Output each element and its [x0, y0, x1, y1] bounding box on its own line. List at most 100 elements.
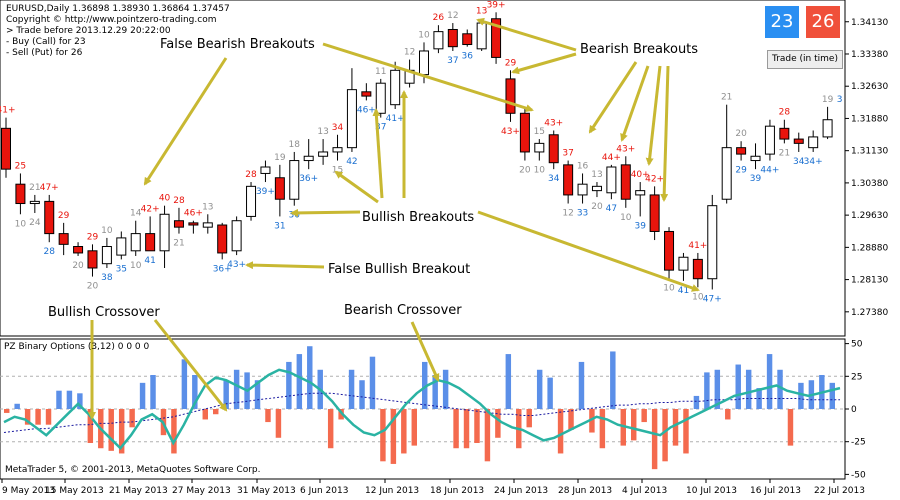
histogram-bar-down	[401, 409, 407, 454]
bull-candle	[130, 233, 141, 252]
bull-candle	[606, 166, 617, 194]
histogram-bar-up	[693, 395, 700, 409]
histogram-bar-down	[568, 409, 574, 430]
histogram-bar-down	[589, 409, 595, 433]
level-label: 13	[476, 7, 487, 17]
annotation-arrow	[620, 65, 650, 142]
level-label: 39	[750, 174, 762, 184]
histogram-bar-up	[798, 382, 804, 409]
histogram-bar-down	[202, 409, 208, 420]
trade-button[interactable]: Trade (in time)	[767, 50, 843, 69]
level-label: 28	[245, 170, 257, 180]
bear-candle	[779, 127, 790, 140]
price-tick-label: 1.28880	[851, 243, 888, 253]
level-label: 33	[577, 209, 588, 219]
level-labels-layer: 41+2510212447+2829202920103835141042+414…	[0, 0, 842, 304]
annotation-arrow	[511, 52, 577, 75]
annotation-arrow	[290, 208, 361, 217]
bull-candle	[433, 31, 444, 50]
level-label: 46+	[357, 105, 376, 115]
time-tick-label: 6 Jun 2013	[300, 486, 348, 496]
bear-candle	[274, 177, 285, 200]
level-label: 34+	[804, 157, 823, 167]
level-label: 13	[202, 202, 213, 212]
bull-candle	[260, 166, 271, 174]
level-label: 29	[505, 58, 517, 68]
level-label: 40+	[631, 170, 650, 180]
time-tick-label: 9 May 2013	[2, 486, 55, 496]
histogram-bar-up	[254, 380, 261, 409]
level-label: 29	[87, 232, 99, 242]
level-label: 43+	[616, 144, 635, 154]
histogram-bar-down	[265, 409, 271, 423]
histogram-bar-up	[233, 369, 240, 409]
time-tick-label: 24 Jun 2013	[494, 486, 548, 496]
histogram-bar-down	[4, 409, 10, 413]
level-label: 21	[29, 183, 40, 193]
signal-average-line	[3, 392, 840, 433]
histogram-bar-up	[829, 382, 835, 409]
histogram-bar-down	[327, 409, 334, 449]
level-label: 20	[72, 261, 84, 271]
bull-candle	[375, 82, 386, 114]
level-label: 21	[721, 93, 732, 103]
level-label: 44+	[602, 153, 621, 163]
level-label: 20	[87, 282, 99, 292]
level-label: 42+	[141, 204, 160, 214]
histogram-bar-down	[275, 409, 282, 438]
time-tick-label: 4 Jul 2013	[622, 486, 667, 496]
level-label: 14	[130, 209, 142, 219]
bull-candle	[318, 151, 329, 157]
level-label: 3	[837, 95, 843, 105]
bull-candle	[822, 119, 833, 138]
level-label: 21	[173, 239, 184, 249]
histogram-bar-down	[35, 409, 41, 425]
level-label: 43+	[501, 127, 520, 137]
histogram-bar-down	[641, 409, 647, 423]
histogram-bar-up	[150, 375, 156, 409]
bear-candle	[145, 233, 156, 252]
bear-candle	[173, 220, 184, 228]
time-tick-label: 27 May 2013	[172, 486, 231, 496]
price-tick-label: 1.34130	[851, 18, 888, 28]
level-label: 41+	[386, 114, 405, 124]
bull-candle	[303, 155, 314, 162]
histogram-bar-down	[108, 409, 114, 451]
level-label: 39+	[256, 187, 275, 197]
level-label: 37	[375, 123, 386, 133]
level-label: 12	[404, 48, 415, 58]
bear-candle	[217, 224, 228, 254]
bear-candle	[188, 222, 199, 226]
signal-line	[3, 368, 841, 451]
bull-candle	[591, 185, 602, 192]
bear-candle	[58, 233, 69, 245]
histogram-bar-up	[578, 361, 585, 409]
level-label: 36	[462, 52, 474, 62]
trade-line: > Trade before 2013.12.29 20:22:00	[6, 26, 171, 36]
bull-candle	[116, 237, 127, 256]
annotation-label: Bearish Crossover	[344, 303, 462, 318]
level-label: 36+	[299, 174, 318, 184]
bull-candle	[159, 213, 170, 252]
level-label: 36+	[213, 264, 232, 274]
annotation-arrow	[477, 210, 700, 292]
level-label: 38	[101, 273, 113, 283]
bull-candle	[577, 183, 588, 196]
level-label: 40	[159, 194, 171, 204]
level-label: 46+	[184, 209, 203, 219]
bull-candle	[750, 155, 761, 162]
indicator-title: PZ Binary Options (3,12) 0 0 0 0	[4, 342, 150, 352]
histogram-bar-down	[526, 409, 532, 428]
histogram-bar-down	[557, 409, 564, 454]
histogram-bar-up	[735, 364, 741, 409]
level-label: 19	[274, 153, 286, 163]
level-label: 31	[274, 221, 285, 231]
bull-candle	[476, 22, 487, 50]
histogram-bar-down	[725, 409, 731, 420]
level-label: 26	[433, 13, 445, 23]
bull-candle	[332, 147, 343, 153]
histogram-bar-down	[463, 409, 470, 449]
level-label: 20	[735, 129, 747, 139]
histogram-bar-up	[14, 403, 20, 409]
